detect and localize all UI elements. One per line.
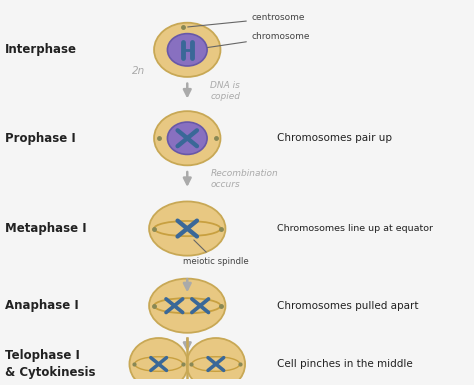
Text: Chromosomes pulled apart: Chromosomes pulled apart [277, 301, 419, 311]
Ellipse shape [167, 33, 207, 66]
Ellipse shape [187, 338, 245, 385]
Text: Chromosomes pair up: Chromosomes pair up [277, 133, 392, 143]
Text: Interphase: Interphase [5, 44, 77, 56]
Ellipse shape [149, 279, 226, 333]
Text: centrosome: centrosome [188, 13, 305, 27]
Text: 2n: 2n [132, 66, 145, 76]
Text: Anaphase I: Anaphase I [5, 299, 79, 312]
Text: Metaphase I: Metaphase I [5, 222, 87, 235]
Text: meiotic spindle: meiotic spindle [182, 240, 248, 266]
Text: chromosome: chromosome [208, 32, 310, 47]
Text: Prophase I: Prophase I [5, 132, 76, 145]
Ellipse shape [154, 23, 220, 77]
Text: Telophase I
& Cytokinesis: Telophase I & Cytokinesis [5, 349, 96, 379]
Ellipse shape [129, 338, 188, 385]
Text: DNA is
copied: DNA is copied [210, 81, 240, 101]
Ellipse shape [149, 201, 226, 256]
Text: Recombination
occurs: Recombination occurs [210, 169, 278, 189]
Ellipse shape [167, 122, 207, 154]
Text: Chromosomes line up at equator: Chromosomes line up at equator [277, 224, 433, 233]
Ellipse shape [154, 111, 220, 165]
Text: Cell pinches in the middle: Cell pinches in the middle [277, 359, 413, 369]
